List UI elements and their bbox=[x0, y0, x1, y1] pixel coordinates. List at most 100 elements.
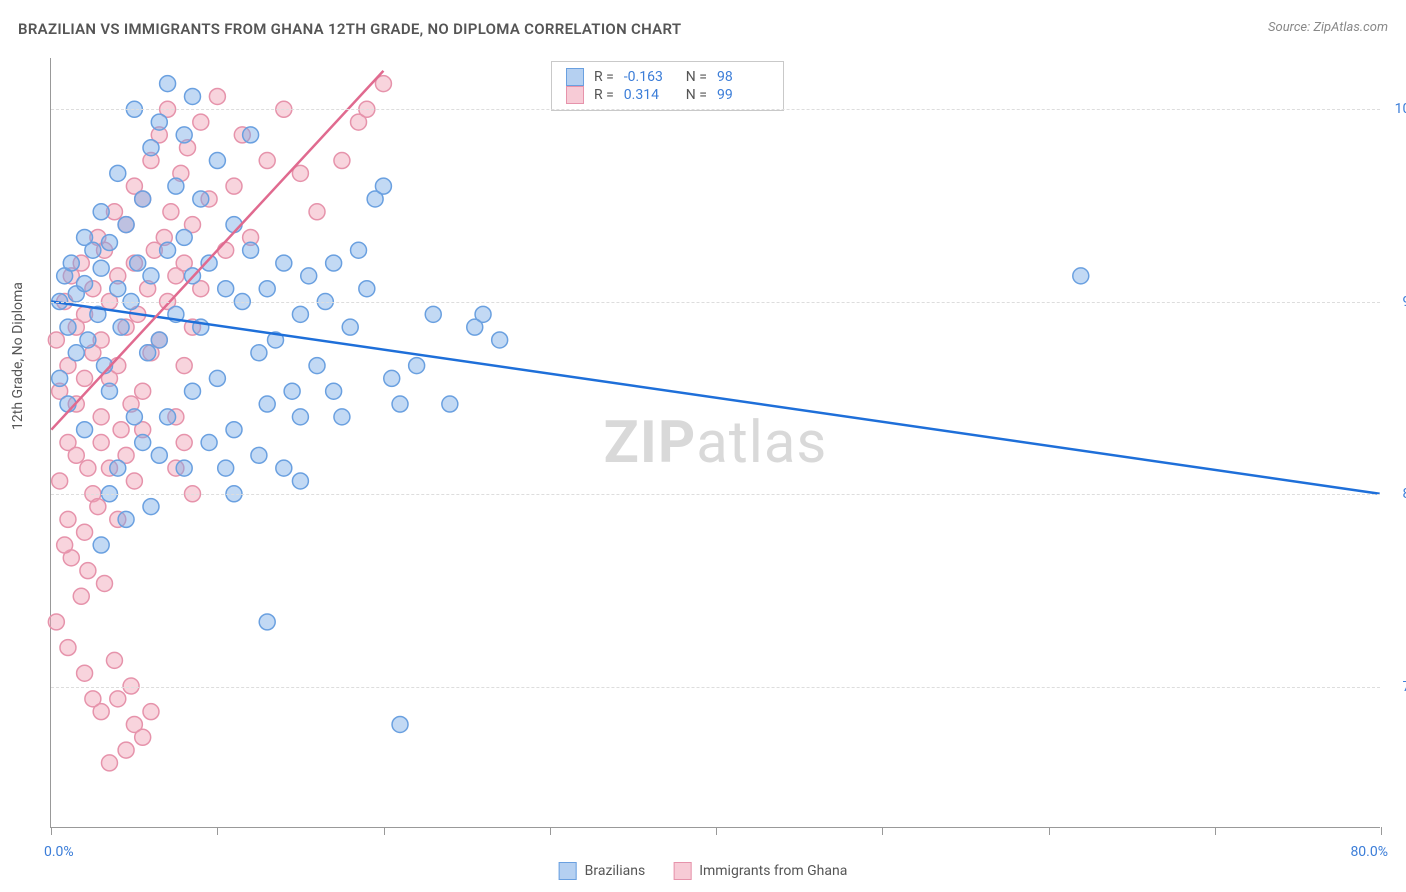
scatter-point bbox=[118, 511, 134, 527]
scatter-point bbox=[467, 319, 483, 335]
scatter-point bbox=[135, 435, 151, 451]
source-prefix: Source: bbox=[1268, 20, 1313, 35]
scatter-point bbox=[130, 255, 146, 271]
scatter-point bbox=[80, 563, 96, 579]
trend-line bbox=[51, 302, 1379, 494]
scatter-point bbox=[118, 742, 134, 758]
bottom-swatch-pink bbox=[673, 862, 691, 880]
scatter-point bbox=[334, 409, 350, 425]
scatter-point bbox=[110, 281, 126, 297]
scatter-point bbox=[209, 88, 225, 104]
scatter-point bbox=[118, 217, 134, 233]
scatter-point bbox=[218, 242, 234, 258]
scatter-point bbox=[218, 460, 234, 476]
scatter-point bbox=[77, 276, 93, 292]
bottom-legend-label-2: Immigrants from Ghana bbox=[699, 863, 847, 879]
x-tick bbox=[1381, 827, 1382, 835]
scatter-point bbox=[425, 306, 441, 322]
r-label-2: R = bbox=[594, 87, 614, 103]
scatter-point bbox=[90, 499, 106, 515]
scatter-point bbox=[143, 499, 159, 515]
scatter-point bbox=[201, 435, 217, 451]
scatter-point bbox=[392, 396, 408, 412]
y-tick-label: 85.0% bbox=[1402, 486, 1406, 502]
n-label-1: N = bbox=[686, 69, 707, 85]
scatter-point bbox=[73, 588, 89, 604]
scatter-point bbox=[309, 358, 325, 374]
y-tick-label: 100.0% bbox=[1395, 101, 1406, 117]
x-tick bbox=[882, 827, 883, 835]
x-axis-max-label: 80.0% bbox=[1350, 844, 1388, 860]
scatter-point bbox=[80, 460, 96, 476]
scatter-point bbox=[243, 242, 259, 258]
scatter-point bbox=[85, 242, 101, 258]
scatter-point bbox=[93, 260, 109, 276]
scatter-point bbox=[52, 473, 68, 489]
x-tick bbox=[217, 827, 218, 835]
scatter-point bbox=[226, 422, 242, 438]
scatter-point bbox=[292, 306, 308, 322]
scatter-point bbox=[160, 409, 176, 425]
bottom-legend-item-2: Immigrants from Ghana bbox=[673, 862, 847, 880]
n-label-2: N = bbox=[686, 87, 707, 103]
scatter-point bbox=[93, 409, 109, 425]
y-axis-label: 12th Grade, No Diploma bbox=[10, 282, 26, 430]
scatter-point bbox=[52, 370, 68, 386]
chart-plot-area: ZIPatlas R = -0.163 N = 98 R = 0.314 N =… bbox=[50, 58, 1380, 828]
scatter-point bbox=[77, 370, 93, 386]
y-tick-label: 77.5% bbox=[1402, 679, 1406, 695]
gridline bbox=[51, 109, 1380, 110]
scatter-point bbox=[276, 460, 292, 476]
scatter-point bbox=[151, 447, 167, 463]
scatter-point bbox=[68, 345, 84, 361]
scatter-point bbox=[126, 473, 142, 489]
scatter-point bbox=[284, 383, 300, 399]
scatter-point bbox=[48, 614, 64, 630]
scatter-point bbox=[151, 332, 167, 348]
chart-title: BRAZILIAN VS IMMIGRANTS FROM GHANA 12TH … bbox=[18, 20, 681, 38]
scatter-point bbox=[126, 409, 142, 425]
scatter-point bbox=[140, 345, 156, 361]
scatter-point bbox=[110, 165, 126, 181]
scatter-point bbox=[113, 422, 129, 438]
scatter-point bbox=[259, 281, 275, 297]
x-tick bbox=[716, 827, 717, 835]
scatter-point bbox=[143, 268, 159, 284]
scatter-point bbox=[101, 755, 117, 771]
scatter-point bbox=[218, 281, 234, 297]
scatter-point bbox=[93, 204, 109, 220]
scatter-point bbox=[292, 409, 308, 425]
scatter-point bbox=[209, 370, 225, 386]
scatter-point bbox=[110, 691, 126, 707]
scatter-point bbox=[185, 88, 201, 104]
scatter-point bbox=[101, 235, 117, 251]
scatter-point bbox=[384, 370, 400, 386]
scatter-point bbox=[113, 319, 129, 335]
scatter-point bbox=[168, 178, 184, 194]
scatter-point bbox=[176, 127, 192, 143]
bottom-swatch-blue bbox=[559, 862, 577, 880]
scatter-point bbox=[359, 281, 375, 297]
gridline bbox=[51, 302, 1380, 303]
scatter-point bbox=[60, 511, 76, 527]
scatter-point bbox=[176, 435, 192, 451]
scatter-point bbox=[226, 178, 242, 194]
r-value-1: -0.163 bbox=[624, 69, 676, 85]
bottom-legend: Brazilians Immigrants from Ghana bbox=[559, 862, 848, 880]
scatter-point bbox=[251, 447, 267, 463]
scatter-point bbox=[143, 704, 159, 720]
legend-swatch-blue bbox=[566, 68, 584, 86]
x-tick bbox=[51, 827, 52, 835]
scatter-point bbox=[93, 435, 109, 451]
scatter-point bbox=[326, 383, 342, 399]
legend-swatch-pink bbox=[566, 86, 584, 104]
scatter-point bbox=[193, 191, 209, 207]
bottom-legend-label-1: Brazilians bbox=[585, 863, 646, 879]
scatter-point bbox=[77, 524, 93, 540]
scatter-point bbox=[151, 114, 167, 130]
scatter-point bbox=[259, 614, 275, 630]
scatter-point bbox=[259, 153, 275, 169]
scatter-point bbox=[135, 383, 151, 399]
scatter-point bbox=[259, 396, 275, 412]
legend-stats-box: R = -0.163 N = 98 R = 0.314 N = 99 bbox=[551, 61, 784, 111]
